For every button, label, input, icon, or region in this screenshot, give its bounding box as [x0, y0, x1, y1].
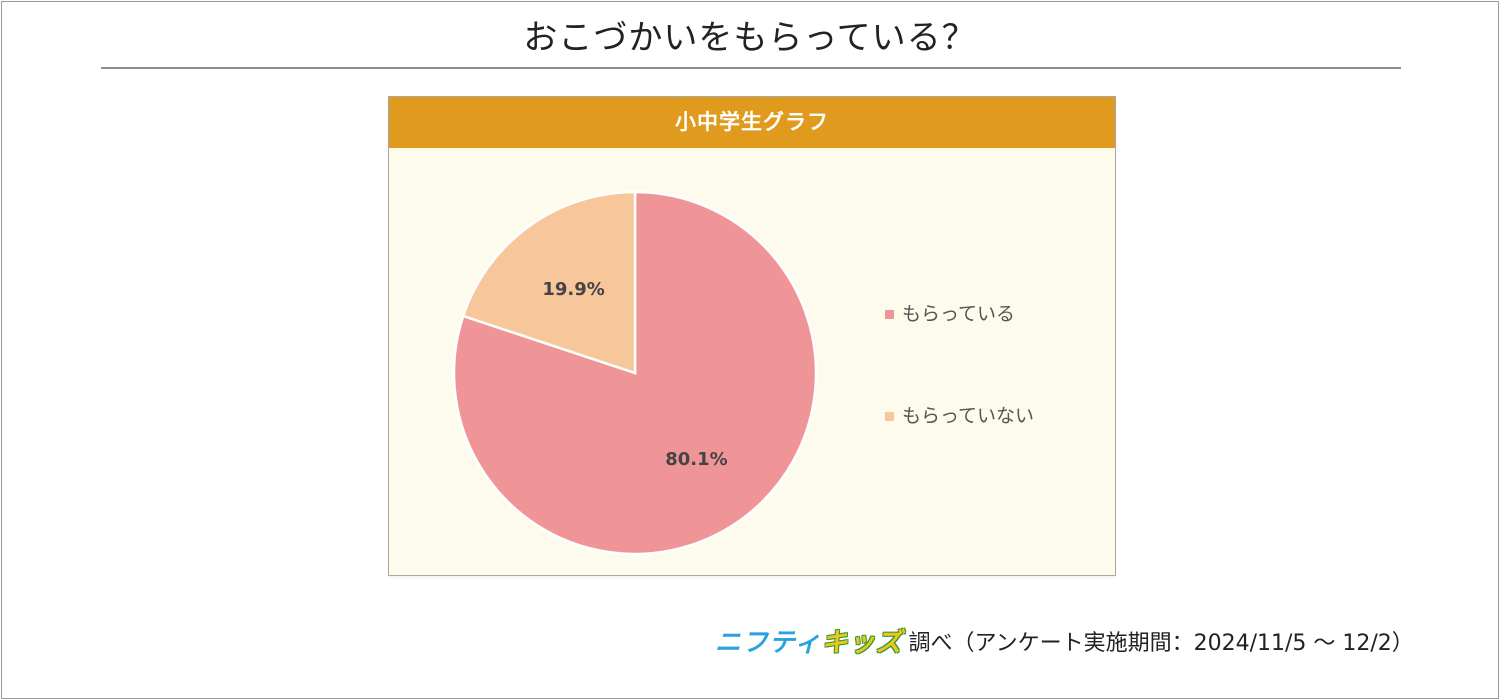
chart-title: 小中学生グラフ [389, 97, 1115, 148]
legend-swatch-received [885, 310, 894, 319]
page-title: おこづかいをもらっている？ [523, 18, 977, 58]
pie-slice-not-received [461, 190, 637, 375]
legend-swatch-not-received [885, 412, 894, 421]
legend-label-received: もらっている [902, 303, 1016, 325]
legend-item-received: もらっている [885, 302, 1015, 326]
title-divider [101, 67, 1401, 69]
pie-label-received: 80.1% [665, 449, 727, 470]
pie-label-not-received: 19.9% [542, 279, 604, 300]
brand-logo: ニフティキッズ [715, 622, 902, 659]
source-footer: ニフティキッズ 調べ（アンケート実施期間：2024/11/5 ～ 12/2） [715, 622, 1414, 662]
legend-item-not-received: もらっていない [885, 404, 1034, 428]
survey-source-note: 調べ（アンケート実施期間：2024/11/5 ～ 12/2） [908, 630, 1414, 656]
brand-logo-part2: キッズ [821, 628, 903, 658]
chart-panel: 小中学生グラフ 80.1% 19.9% もらっている もらっていない [388, 96, 1116, 576]
brand-logo-part1: ニフティ [715, 628, 822, 658]
legend-label-not-received: もらっていない [902, 405, 1035, 427]
pie-chart: 80.1% 19.9% [452, 190, 818, 556]
